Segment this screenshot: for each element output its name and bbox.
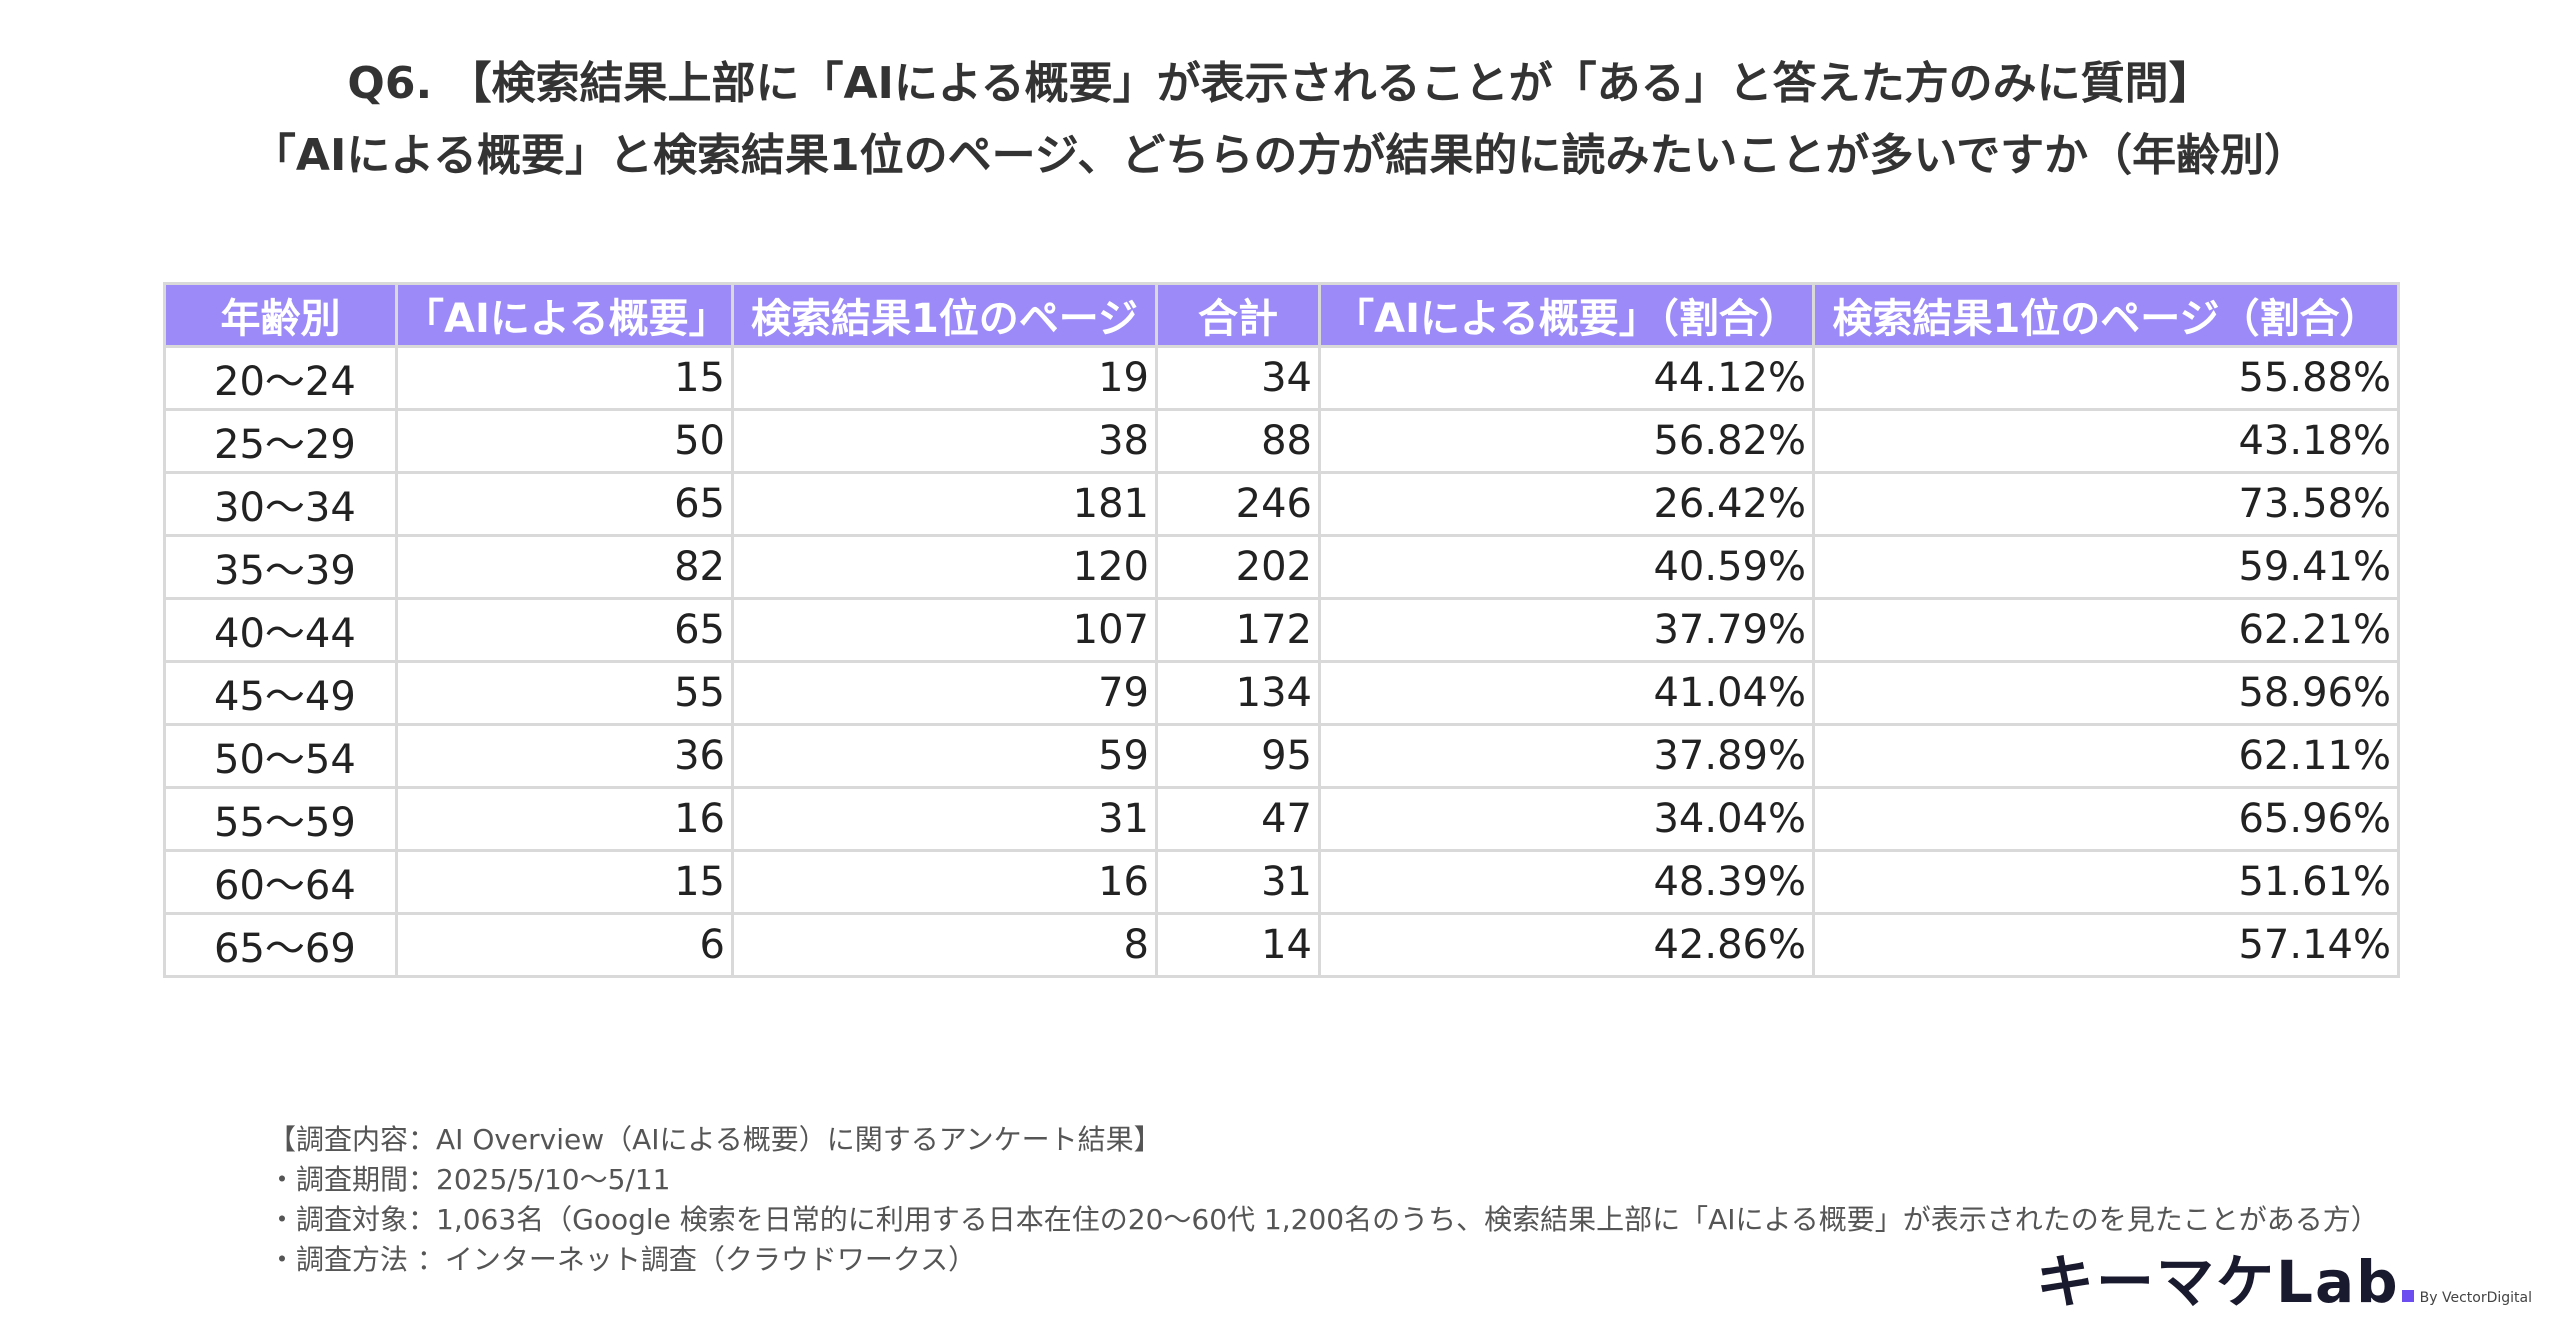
logo-text: キーマケLab (2036, 1248, 2400, 1316)
value-cell: 65 (395, 471, 734, 537)
value-cell: 16 (395, 786, 734, 852)
value-cell: 55 (395, 660, 734, 726)
brand-logo: キーマケLab By VectorDigital (2036, 1252, 2532, 1312)
value-cell: 51.61% (1812, 849, 2400, 915)
value-cell: 16 (731, 849, 1158, 915)
value-cell: 50 (395, 408, 734, 474)
value-cell: 172 (1155, 597, 1321, 663)
value-cell: 31 (1155, 849, 1321, 915)
value-cell: 95 (1155, 723, 1321, 789)
table-row: 50〜54 36 59 95 37.89% 62.11% (163, 723, 2400, 789)
value-cell: 31 (731, 786, 1158, 852)
value-cell: 41.04% (1318, 660, 1815, 726)
table-row: 35〜39 82 120 202 40.59% 59.41% (163, 534, 2400, 600)
age-group-cell: 60〜64 (163, 849, 398, 915)
value-cell: 43.18% (1812, 408, 2400, 474)
value-cell: 57.14% (1812, 912, 2400, 978)
table-row: 45〜49 55 79 134 41.04% 58.96% (163, 660, 2400, 726)
value-cell: 58.96% (1812, 660, 2400, 726)
value-cell: 48.39% (1318, 849, 1815, 915)
table-row: 40〜44 65 107 172 37.79% 62.21% (163, 597, 2400, 663)
value-cell: 107 (731, 597, 1158, 663)
value-cell: 38 (731, 408, 1158, 474)
value-cell: 59 (731, 723, 1158, 789)
value-cell: 73.58% (1812, 471, 2400, 537)
column-header: 検索結果1位のページ（割合） (1812, 282, 2400, 348)
value-cell: 134 (1155, 660, 1321, 726)
age-group-cell: 35〜39 (163, 534, 398, 600)
value-cell: 40.59% (1318, 534, 1815, 600)
table-row: 20〜24 15 19 34 44.12% 55.88% (163, 345, 2400, 411)
logo-byline: By VectorDigital (2419, 1290, 2532, 1306)
table-row: 60〜64 15 16 31 48.39% 51.61% (163, 849, 2400, 915)
value-cell: 181 (731, 471, 1158, 537)
table-row: 65〜69 6 8 14 42.86% 57.14% (163, 912, 2400, 978)
value-cell: 15 (395, 345, 734, 411)
value-cell: 82 (395, 534, 734, 600)
value-cell: 55.88% (1812, 345, 2400, 411)
table-row: 30〜34 65 181 246 26.42% 73.58% (163, 471, 2400, 537)
value-cell: 37.89% (1318, 723, 1815, 789)
note-line: ・調査方法 ：インターネット調査（クラウドワークス） (268, 1243, 977, 1276)
data-table: 年齢別 「AIによる概要」 検索結果1位のページ 合計 「AIによる概要」（割合） 検索結… (163, 282, 2400, 978)
table-row: 25〜29 50 38 88 56.82% 43.18% (163, 408, 2400, 474)
column-header: 年齢別 (163, 282, 398, 348)
note-line: ・調査期間：2025/5/10〜5/11 (268, 1163, 671, 1196)
value-cell: 42.86% (1318, 912, 1815, 978)
value-cell: 34 (1155, 345, 1321, 411)
value-cell: 15 (395, 849, 734, 915)
value-cell: 19 (731, 345, 1158, 411)
value-cell: 59.41% (1812, 534, 2400, 600)
age-group-cell: 45〜49 (163, 660, 398, 726)
value-cell: 14 (1155, 912, 1321, 978)
survey-notes: 【調査内容：AI Overview（AIによる概要）に関するアンケート結果】 ・… (268, 1120, 2379, 1280)
age-group-cell: 20〜24 (163, 345, 398, 411)
value-cell: 8 (731, 912, 1158, 978)
column-header: 「AIによる概要」 (395, 282, 734, 348)
value-cell: 26.42% (1318, 471, 1815, 537)
value-cell: 79 (731, 660, 1158, 726)
value-cell: 6 (395, 912, 734, 978)
column-header: 検索結果1位のページ (731, 282, 1158, 348)
age-group-cell: 25〜29 (163, 408, 398, 474)
age-group-cell: 55〜59 (163, 786, 398, 852)
logo-dot-icon (2401, 1290, 2414, 1302)
note-line: 【調査内容：AI Overview（AIによる概要）に関するアンケート結果】 (268, 1123, 1162, 1156)
table-body: 20〜24 15 19 34 44.12% 55.88% 25〜29 50 38 88 56.82%… (163, 345, 2400, 978)
value-cell: 88 (1155, 408, 1321, 474)
value-cell: 62.11% (1812, 723, 2400, 789)
value-cell: 36 (395, 723, 734, 789)
age-group-cell: 40〜44 (163, 597, 398, 663)
chart-title: Q6. 【検索結果上部に「AIによる概要」が表示されることが「ある」と答えた方の… (0, 48, 2560, 192)
value-cell: 202 (1155, 534, 1321, 600)
column-header: 合計 (1155, 282, 1321, 348)
value-cell: 47 (1155, 786, 1321, 852)
value-cell: 62.21% (1812, 597, 2400, 663)
value-cell: 120 (731, 534, 1158, 600)
age-group-cell: 50〜54 (163, 723, 398, 789)
value-cell: 56.82% (1318, 408, 1815, 474)
value-cell: 246 (1155, 471, 1321, 537)
value-cell: 34.04% (1318, 786, 1815, 852)
title-line-1: Q6. 【検索結果上部に「AIによる概要」が表示されることが「ある」と答えた方の… (347, 58, 2213, 109)
age-group-cell: 30〜34 (163, 471, 398, 537)
value-cell: 65.96% (1812, 786, 2400, 852)
note-line: ・調査対象：1,063名（Google 検索を日常的に利用する日本在住の20〜6… (268, 1203, 2379, 1236)
value-cell: 44.12% (1318, 345, 1815, 411)
column-header: 「AIによる概要」（割合） (1318, 282, 1815, 348)
value-cell: 37.79% (1318, 597, 1815, 663)
value-cell: 65 (395, 597, 734, 663)
table-header-row: 年齢別 「AIによる概要」 検索結果1位のページ 合計 「AIによる概要」（割合） 検索結… (163, 282, 2400, 348)
table-row: 55〜59 16 31 47 34.04% 65.96% (163, 786, 2400, 852)
age-group-cell: 65〜69 (163, 912, 398, 978)
title-line-2: 「AIによる概要」と検索結果1位のページ、どちらの方が結果的に読みたいことが多い… (251, 130, 2309, 181)
